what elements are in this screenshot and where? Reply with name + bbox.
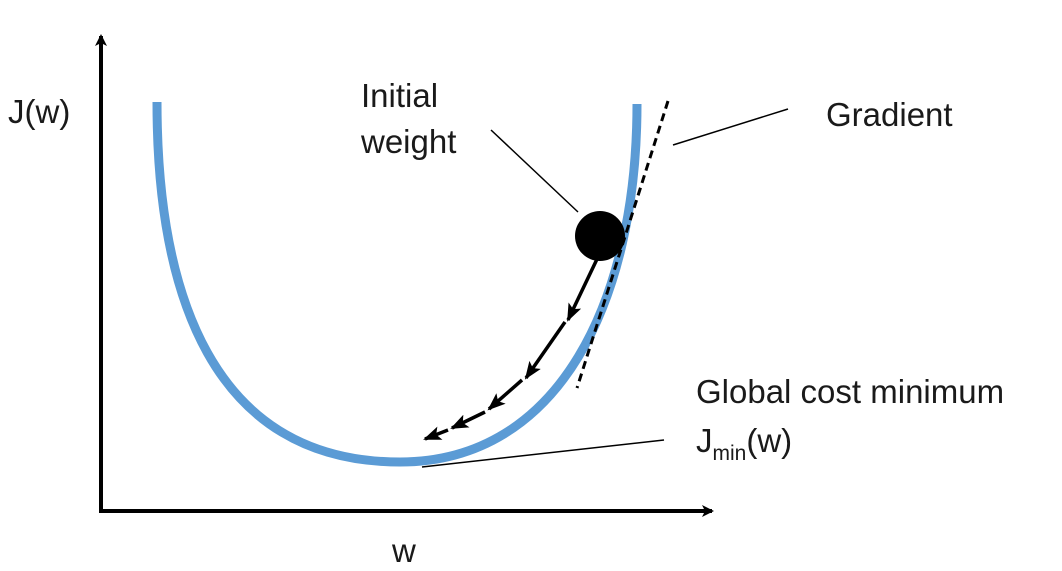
- initial-weight-leader-line: [490, 129, 579, 213]
- descent-step-5: [423, 426, 449, 441]
- global-min-label-line1: Global cost minimum: [696, 373, 1005, 410]
- gradient-label: Gradient: [826, 96, 953, 133]
- y-axis-label: J(w): [8, 93, 71, 130]
- initial-weight-ball-icon: [575, 211, 625, 261]
- descent-step-4: [450, 410, 486, 430]
- descent-step-1: [566, 256, 600, 322]
- global-min-label-line2: Jmin(w): [696, 421, 792, 466]
- initial-weight-label-line1: Initial: [361, 77, 439, 114]
- descent-step-2: [524, 320, 567, 380]
- jmin-tail: (w): [746, 422, 793, 459]
- global-min-leader-line: [421, 439, 665, 468]
- descent-step-3: [487, 378, 524, 411]
- jmin-subscript: min: [712, 442, 747, 465]
- x-axis-label: w: [392, 532, 416, 569]
- jmin-base: J: [696, 422, 713, 459]
- initial-weight-label-line2: weight: [361, 123, 457, 160]
- gradient-leader-line: [672, 108, 789, 146]
